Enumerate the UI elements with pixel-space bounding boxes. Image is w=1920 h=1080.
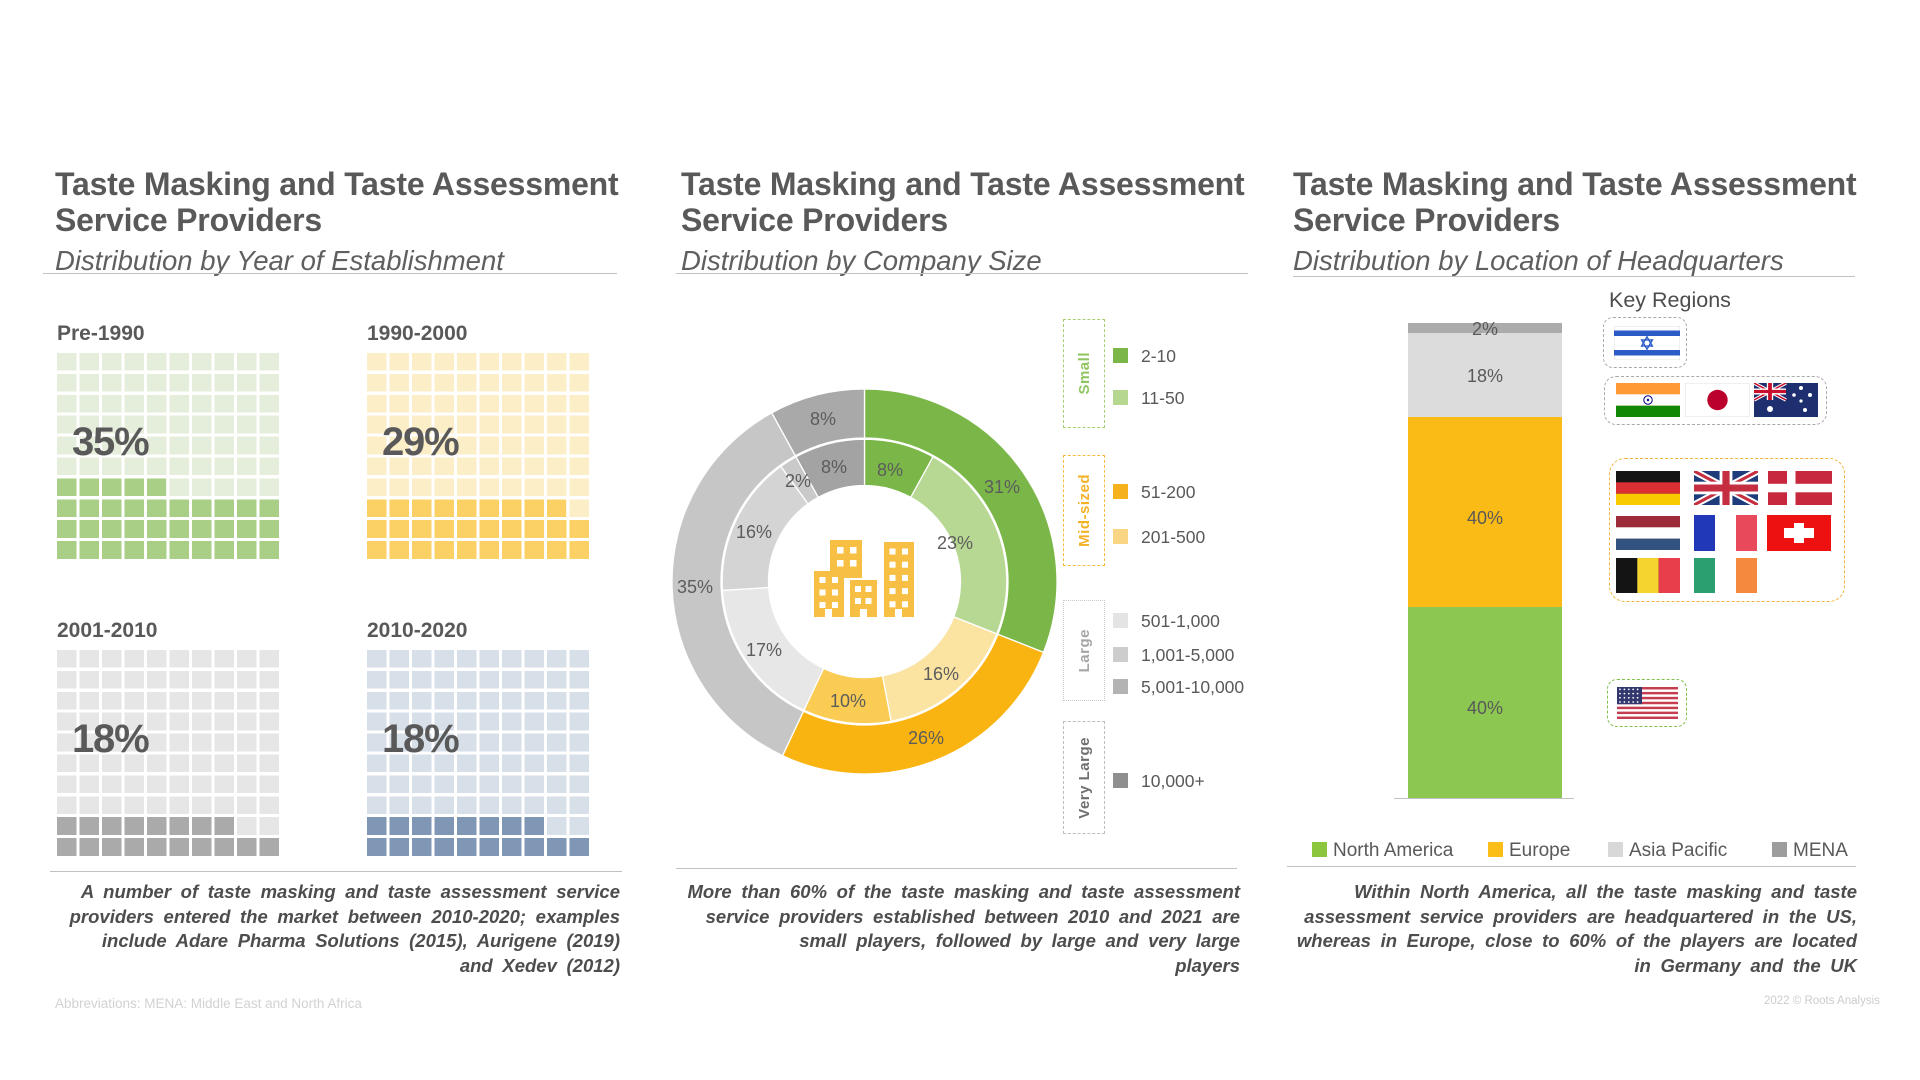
svg-text:2%: 2% [785, 471, 811, 491]
svg-text:8%: 8% [810, 409, 836, 429]
svg-text:23%: 23% [937, 533, 973, 553]
svg-text:31%: 31% [984, 477, 1020, 497]
svg-text:8%: 8% [877, 460, 903, 480]
svg-text:16%: 16% [923, 664, 959, 684]
svg-text:10%: 10% [830, 691, 866, 711]
svg-text:35%: 35% [677, 577, 713, 597]
svg-text:16%: 16% [736, 522, 772, 542]
svg-text:8%: 8% [821, 457, 847, 477]
svg-text:26%: 26% [908, 728, 944, 748]
svg-text:17%: 17% [746, 640, 782, 660]
